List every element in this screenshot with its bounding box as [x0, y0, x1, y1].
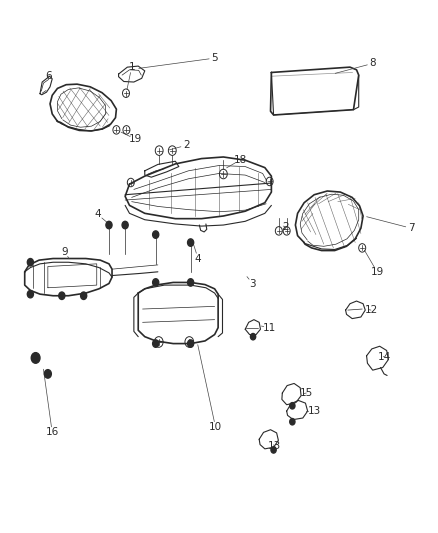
Text: 5: 5 — [211, 53, 218, 63]
Circle shape — [152, 231, 159, 238]
Circle shape — [59, 292, 65, 300]
Circle shape — [81, 292, 87, 300]
Circle shape — [27, 259, 33, 266]
Text: 9: 9 — [62, 247, 68, 256]
Text: 1: 1 — [128, 62, 135, 72]
Circle shape — [106, 221, 112, 229]
Text: 11: 11 — [263, 322, 276, 333]
Circle shape — [27, 290, 33, 298]
Text: 13: 13 — [268, 441, 282, 451]
Circle shape — [290, 418, 295, 425]
Text: 13: 13 — [307, 406, 321, 416]
Text: 14: 14 — [378, 352, 391, 362]
Circle shape — [290, 402, 295, 409]
Text: 19: 19 — [128, 134, 142, 144]
Text: 7: 7 — [408, 223, 414, 233]
Text: 16: 16 — [46, 427, 59, 438]
Text: 12: 12 — [364, 305, 378, 315]
Text: 4: 4 — [195, 254, 201, 263]
Circle shape — [251, 334, 256, 340]
Circle shape — [152, 340, 159, 348]
Circle shape — [187, 279, 194, 286]
Circle shape — [271, 447, 276, 453]
Circle shape — [187, 340, 194, 348]
Circle shape — [31, 353, 40, 364]
Text: 8: 8 — [369, 59, 376, 68]
Text: 19: 19 — [371, 267, 384, 277]
Text: 18: 18 — [233, 155, 247, 165]
Text: 10: 10 — [209, 422, 222, 432]
Text: 6: 6 — [46, 71, 52, 81]
Text: 2: 2 — [183, 140, 190, 150]
Text: 3: 3 — [249, 279, 256, 288]
Circle shape — [187, 239, 194, 246]
Circle shape — [122, 221, 128, 229]
Text: 15: 15 — [300, 388, 313, 398]
Text: 4: 4 — [94, 209, 101, 220]
Circle shape — [44, 369, 51, 378]
Text: 2: 2 — [282, 222, 289, 232]
Circle shape — [152, 279, 159, 286]
